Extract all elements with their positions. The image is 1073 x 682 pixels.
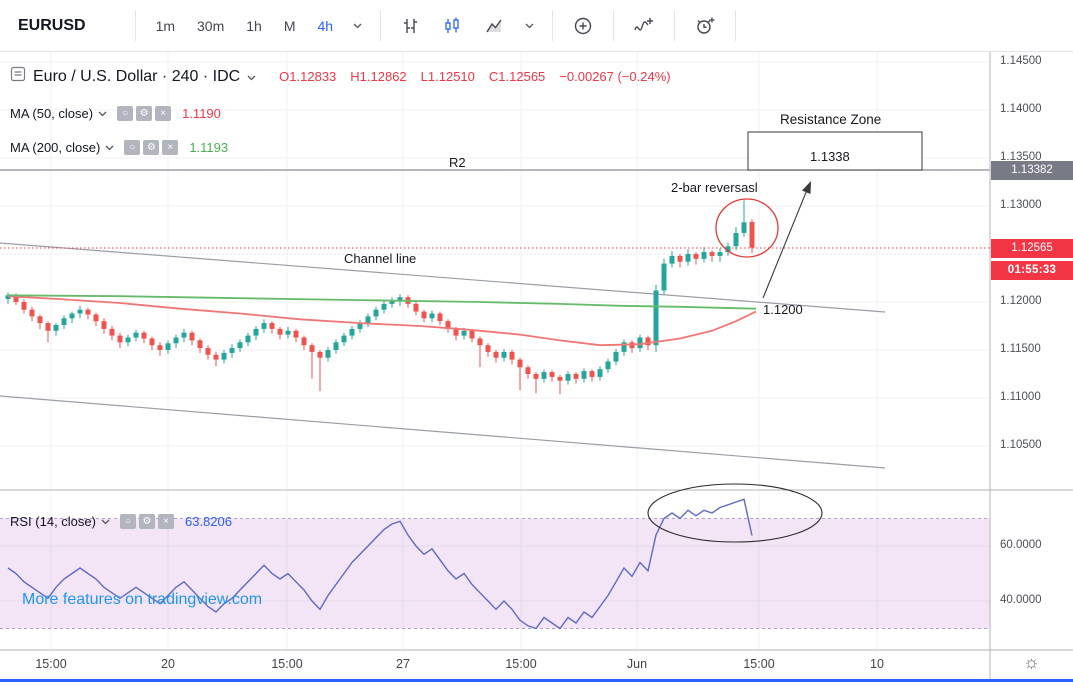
symbol-name[interactable]: EURUSD [18, 16, 86, 34]
moving-average-lines [7, 294, 757, 347]
rsi-value: 63.8206 [184, 513, 232, 529]
symbol-info-icon[interactable] [10, 66, 26, 87]
price-tick: 1.10500 [1000, 439, 1042, 451]
candles-style-icon[interactable] [436, 9, 470, 43]
ohlc-low: L1.12510 [420, 69, 475, 84]
price-tick: 1.14000 [1000, 103, 1042, 115]
chevron-down-icon[interactable] [247, 68, 256, 86]
top-toolbar: EURUSD 1m 30m 1h M 4h [0, 0, 1073, 52]
ohlc-high: H1.12862 [350, 69, 407, 84]
interval-1h[interactable]: 1h [237, 12, 271, 40]
ma200-label[interactable]: MA (200, close) [10, 139, 101, 155]
time-tick: 15:00 [271, 657, 303, 671]
ma200-value: 1.1193 [189, 139, 229, 155]
bar-countdown-badge: 01:55:33 [991, 261, 1073, 280]
toolbar-divider [380, 10, 382, 41]
arrow-line[interactable] [762, 184, 810, 299]
price-tick: 1.14500 [1000, 55, 1042, 67]
tradingview-watermark-link[interactable]: More features on tradingview.com [22, 591, 263, 608]
ma50-legend-row: MA (50, close) ○ ⚙ × 1.1190 [10, 104, 221, 122]
toolbar-divider [613, 10, 615, 41]
hide-icon[interactable]: ○ [124, 139, 141, 155]
price-tick: 1.11500 [1000, 343, 1041, 355]
hide-icon[interactable]: ○ [119, 513, 136, 529]
resistance-zone-value[interactable]: 1.1338 [810, 149, 850, 164]
settings-icon[interactable]: ⚙ [136, 105, 153, 121]
settings-icon[interactable]: ⚙ [143, 139, 160, 155]
pane-separators [0, 52, 1073, 682]
interval-30m[interactable]: 30m [188, 12, 233, 40]
ohlc-open: O1.12833 [279, 69, 337, 84]
time-tick: 10 [870, 657, 884, 671]
rsi-tick: 60.0000 [1000, 539, 1042, 551]
chart-style-area-icon[interactable] [478, 9, 512, 43]
price-tick: 1.11000 [1000, 391, 1041, 403]
rsi-legend-row: RSI (14, close) ○ ⚙ × 63.8206 [10, 512, 232, 530]
toolbar-divider [735, 10, 737, 41]
price-tick: 1.13500 [1000, 151, 1042, 163]
chevron-down-icon[interactable] [105, 138, 114, 156]
indicators-icon[interactable] [627, 9, 661, 43]
chevron-down-icon[interactable] [98, 104, 107, 122]
resistance-zone-box[interactable] [747, 131, 923, 171]
r2-label[interactable]: R2 [449, 155, 466, 170]
chart-settings-icon[interactable]: ☼ [1023, 652, 1040, 672]
compare-add-icon[interactable] [566, 9, 600, 43]
alert-clock-icon[interactable] [688, 9, 722, 43]
interval-1m[interactable]: 1m [147, 12, 184, 40]
level-price-badge: 1.13382 [991, 161, 1073, 180]
remove-icon[interactable]: × [162, 139, 179, 155]
remove-icon[interactable]: × [155, 105, 172, 121]
price-tick: 1.13000 [1000, 199, 1042, 211]
rsi-band [0, 518, 990, 629]
bar-style-icon[interactable] [394, 9, 428, 43]
toolbar-divider [552, 10, 554, 41]
bottom-accent-bar [0, 679, 1073, 682]
rsi-circle[interactable] [647, 483, 823, 543]
remove-icon[interactable]: × [157, 513, 174, 529]
chevron-down-icon[interactable] [101, 512, 110, 530]
hide-icon[interactable]: ○ [117, 105, 134, 121]
time-tick: 20 [161, 657, 175, 671]
support-level-label[interactable]: 1.1200 [763, 302, 803, 317]
rsi-tick: 40.0000 [1000, 594, 1042, 606]
rsi-label[interactable]: RSI (14, close) [10, 513, 96, 529]
time-tick: 27 [396, 657, 410, 671]
resistance-zone-label[interactable]: Resistance Zone [780, 112, 881, 127]
channel-upper-line[interactable] [0, 242, 886, 313]
time-tick: 15:00 [35, 657, 67, 671]
time-tick: 15:00 [743, 657, 775, 671]
interval-chevron-down-icon[interactable] [349, 19, 366, 33]
settings-icon[interactable]: ⚙ [138, 513, 155, 529]
ma200-legend-row: MA (200, close) ○ ⚙ × 1.1193 [10, 138, 228, 156]
toolbar-divider [674, 10, 676, 41]
overlay-lines [0, 169, 990, 469]
interval-M[interactable]: M [275, 12, 305, 40]
symbol-legend-row: Euro / U.S. Dollar · 240 · IDC O1.12833 … [10, 66, 671, 87]
reversal-label[interactable]: 2-bar reversasl [671, 180, 758, 195]
channel-lower-line[interactable] [0, 395, 886, 469]
rsi-line [7, 498, 753, 630]
drawings: Resistance Zone 1.1338 R2 Channel line 2… [344, 112, 923, 543]
price-tick: 1.12000 [1000, 295, 1042, 307]
toolbar-divider [134, 10, 136, 41]
time-tick: Jun [626, 657, 648, 671]
ohlc-change: −0.00267 (−0.24%) [559, 69, 671, 84]
reversal-circle[interactable] [715, 198, 779, 258]
ohlc-close: C1.12565 [488, 69, 546, 84]
time-tick: 15:00 [505, 657, 537, 671]
chart-style-chevron-down-icon[interactable] [521, 19, 538, 33]
candlestick-series [5, 200, 755, 395]
arrow-head [802, 181, 811, 194]
ma50-label[interactable]: MA (50, close) [10, 105, 94, 121]
channel-line-label[interactable]: Channel line [344, 251, 416, 266]
last-price-badge: 1.12565 [991, 239, 1073, 258]
chart-title[interactable]: Euro / U.S. Dollar · 240 · IDC [33, 67, 241, 85]
interval-4h[interactable]: 4h [309, 12, 343, 40]
ma50-value: 1.1190 [182, 105, 221, 121]
